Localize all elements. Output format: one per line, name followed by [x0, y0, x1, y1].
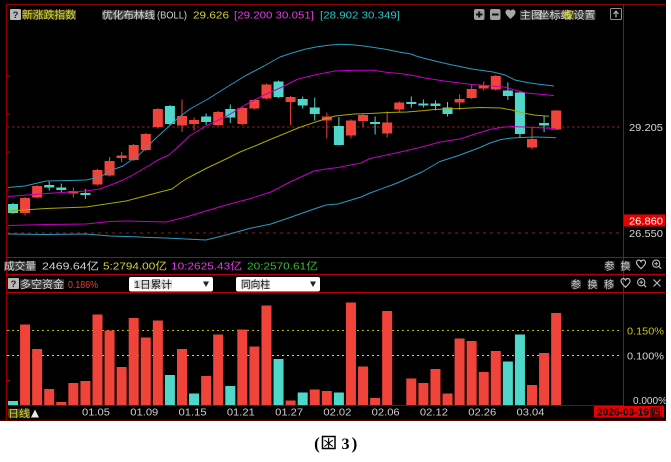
svg-text:换: 换 — [588, 278, 598, 291]
svg-text:0.100%: 0.100% — [627, 351, 664, 363]
svg-text:移: 移 — [604, 278, 614, 291]
svg-text:日线: 日线 — [8, 407, 31, 420]
svg-text:1日累计: 1日累计 — [134, 278, 173, 291]
svg-text:主图: 主图 — [520, 10, 542, 22]
svg-text:?: ? — [13, 10, 19, 21]
svg-text:0.186%: 0.186% — [68, 279, 98, 291]
svg-text:26.860: 26.860 — [629, 216, 663, 228]
svg-text:(: ( — [314, 434, 320, 453]
svg-text:20:2570.61亿: 20:2570.61亿 — [247, 260, 318, 273]
svg-text:优化布林线: 优化布林线 — [102, 9, 156, 22]
svg-text:5:2794.00亿: 5:2794.00亿 — [103, 260, 167, 273]
svg-text:新涨跌指数: 新涨跌指数 — [22, 8, 76, 22]
svg-text:参: 参 — [571, 278, 581, 291]
svg-text:01.21: 01.21 — [227, 408, 255, 419]
svg-text:2026-03-19: 2026-03-19 — [597, 407, 649, 419]
svg-text:29.626: 29.626 — [193, 10, 229, 22]
svg-text:26.550: 26.550 — [629, 228, 663, 240]
svg-text:[28.902 30.349]: [28.902 30.349] — [320, 10, 400, 22]
svg-text:换: 换 — [621, 260, 631, 273]
svg-text:29.205: 29.205 — [629, 122, 663, 134]
svg-text:设置: 设置 — [574, 10, 596, 22]
svg-text:[29.200 30.051]: [29.200 30.051] — [234, 10, 314, 22]
svg-text:参: 参 — [605, 260, 615, 273]
svg-text:?: ? — [11, 279, 17, 290]
svg-text:02.02: 02.02 — [323, 408, 351, 419]
svg-text:(BOLL): (BOLL) — [157, 10, 187, 22]
svg-text:01.15: 01.15 — [179, 408, 207, 419]
svg-text:多空资金: 多空资金 — [20, 277, 64, 291]
svg-text:10:2625.43亿: 10:2625.43亿 — [171, 260, 242, 273]
svg-text:0.150%: 0.150% — [627, 326, 664, 338]
svg-text:3: 3 — [342, 436, 350, 453]
svg-text:01.09: 01.09 — [130, 408, 158, 419]
svg-text:权: 权 — [563, 9, 575, 22]
svg-text:成交量: 成交量 — [4, 260, 37, 273]
svg-text:02.26: 02.26 — [468, 408, 496, 419]
svg-text:): ) — [352, 434, 358, 453]
svg-text:2469.64亿: 2469.64亿 — [42, 260, 99, 273]
svg-text:0.000%: 0.000% — [633, 395, 667, 407]
svg-text:同向柱: 同向柱 — [241, 278, 270, 291]
svg-text:02.12: 02.12 — [420, 408, 448, 419]
svg-text:01.27: 01.27 — [275, 408, 303, 419]
svg-text:四: 四 — [652, 407, 661, 419]
svg-text:02.06: 02.06 — [372, 408, 400, 419]
svg-text:03.04: 03.04 — [517, 408, 545, 419]
svg-text:坐标线: 坐标线 — [539, 9, 573, 22]
svg-text:01.05: 01.05 — [82, 408, 110, 419]
